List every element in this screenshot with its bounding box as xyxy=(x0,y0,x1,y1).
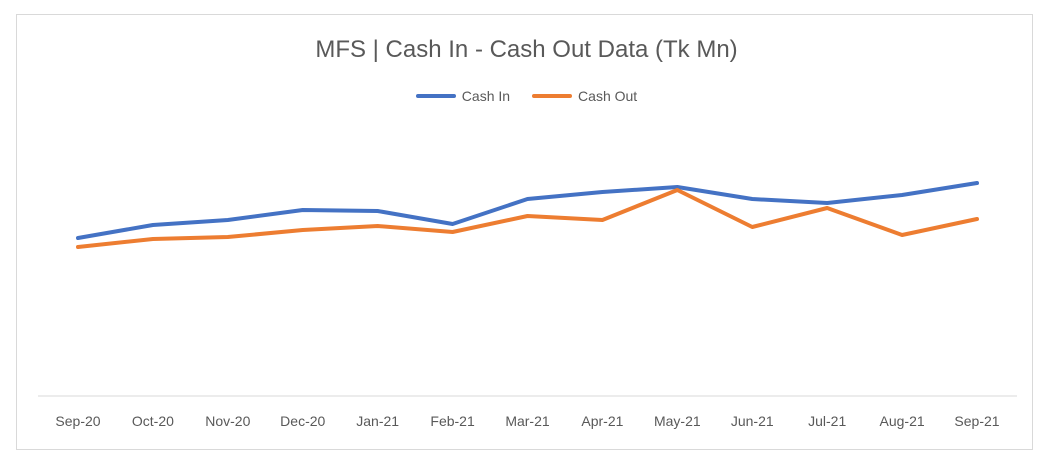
chart-title: MFS | Cash In - Cash Out Data (Tk Mn) xyxy=(315,36,738,63)
x-tick-label: Sep-21 xyxy=(954,413,999,429)
legend-swatch-cash-out xyxy=(532,94,573,98)
legend-swatch-cash-in xyxy=(415,94,456,98)
x-tick-label: Mar-21 xyxy=(505,413,550,429)
x-tick-label: Nov-20 xyxy=(205,413,250,429)
series-line-cash-in xyxy=(76,181,979,240)
x-tick-label: May-21 xyxy=(654,413,701,429)
legend-label-cash-in: Cash In xyxy=(461,88,511,104)
x-tick-label: Oct-20 xyxy=(132,413,174,429)
x-tick-label: Jul-21 xyxy=(808,413,846,429)
legend-item-cash-out: Cash Out xyxy=(532,88,637,104)
x-tick-label: Apr-21 xyxy=(581,413,623,429)
x-tick-label: Aug-21 xyxy=(880,413,925,429)
x-tick-label: Feb-21 xyxy=(430,413,475,429)
x-tick-label: Jun-21 xyxy=(731,413,774,429)
legend-label-cash-out: Cash Out xyxy=(578,88,638,104)
legend: Cash In Cash Out xyxy=(0,88,1037,104)
x-tick-label: Dec-20 xyxy=(280,413,325,429)
legend-item-cash-in: Cash In xyxy=(415,88,511,104)
series-line-cash-out xyxy=(76,188,979,249)
chart-frame xyxy=(16,14,1033,450)
x-tick-label: Sep-20 xyxy=(55,413,100,429)
x-tick-label: Jan-21 xyxy=(356,413,399,429)
